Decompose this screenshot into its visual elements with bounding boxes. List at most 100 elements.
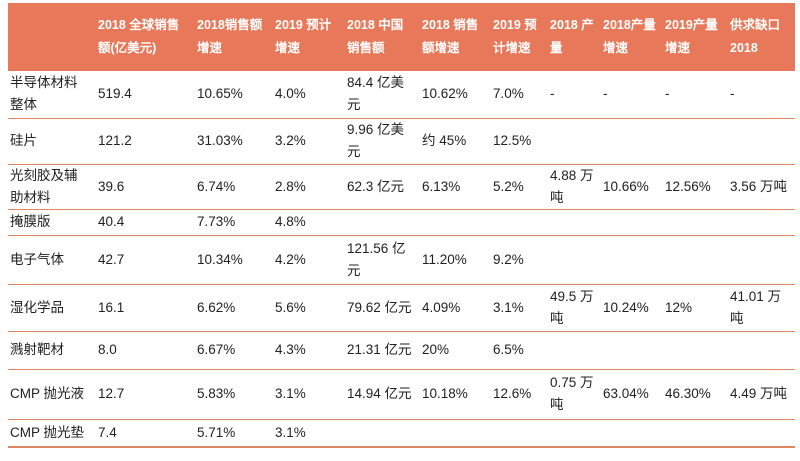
column-header: 2018 全球销售额(亿美元) <box>98 18 180 55</box>
row-label-cell: 掩膜版 <box>10 214 51 229</box>
table-cell: 4.09% <box>422 299 461 315</box>
table-cell: 12.56% <box>665 178 711 194</box>
semiconductor-materials-table: 2018 全球销售额(亿美元) 2018销售额增速 2019 预计增速 2018 中国… <box>8 3 795 448</box>
row-label-cell: CMP 抛光垫 <box>10 424 85 440</box>
table-cell: 4.8% <box>275 214 306 229</box>
table-cell <box>603 118 665 164</box>
corner-header-cell <box>8 3 98 71</box>
table-cell: 40.4 <box>98 214 125 229</box>
table-cell: 3.1% <box>275 424 306 440</box>
table-cell: - <box>550 86 555 102</box>
table-cell <box>347 209 422 235</box>
table-cell <box>665 419 730 447</box>
table-cell: 16.1 <box>98 299 125 315</box>
column-header: 2019 预计增速 <box>493 18 537 55</box>
table-cell <box>665 331 730 369</box>
table-row: 半导体材料整体 519.4 10.65% 4.0% 84.4 亿美元 10.62% 7.0%… <box>8 71 795 118</box>
table-cell: 0.75 万吨 <box>550 375 594 412</box>
row-label-cell: 硅片 <box>10 133 37 148</box>
table-cell: 8.0 <box>98 342 117 357</box>
table-cell <box>422 209 493 235</box>
table-cell: 4.2% <box>275 251 306 267</box>
row-label-cell: 电子气体 <box>10 251 64 267</box>
table-cell <box>347 419 422 447</box>
table-cell: 7.73% <box>197 214 236 229</box>
table-cell: 9.96 亿美元 <box>347 122 405 159</box>
table-row: 光刻胶及辅助材料 39.6 6.74% 2.8% 62.3 亿元 6.13% 5.2% 4.8… <box>8 164 795 209</box>
table-cell: 4.0% <box>275 86 306 102</box>
table-cell: - <box>603 86 608 102</box>
row-label-cell: 半导体材料整体 <box>10 75 78 113</box>
column-header: 2018产量增速 <box>603 18 656 55</box>
table-cell: 63.04% <box>603 386 649 401</box>
table-cell <box>603 235 665 284</box>
table-cell: 7.4 <box>98 424 117 440</box>
table-cell: 14.94 亿元 <box>347 386 412 401</box>
table-cell <box>550 118 603 164</box>
table-cell: - <box>665 86 670 102</box>
table-cell <box>550 419 603 447</box>
table-cell <box>730 118 795 164</box>
table-cell <box>422 419 493 447</box>
table-body: 半导体材料整体 519.4 10.65% 4.0% 84.4 亿美元 10.62% 7.0%… <box>8 71 795 447</box>
table-cell: - <box>730 86 735 102</box>
table-cell: 79.62 亿元 <box>347 299 412 315</box>
table-row: CMP 抛光液 12.7 5.83% 3.1% 14.94 亿元 10.18% 12.6% 0… <box>8 369 795 419</box>
table-cell: 5.83% <box>197 386 236 401</box>
table-cell: 12.7 <box>98 386 125 401</box>
table-cell: 9.2% <box>493 251 524 267</box>
table-cell <box>550 235 603 284</box>
table-cell: 3.1% <box>275 386 306 401</box>
table-cell <box>603 419 665 447</box>
table-cell: 3.2% <box>275 133 306 148</box>
table-cell: 约 45% <box>422 133 467 148</box>
table-cell: 62.3 亿元 <box>347 178 405 194</box>
table-cell <box>730 235 795 284</box>
table-cell: 31.03% <box>197 133 243 148</box>
row-label-cell: 光刻胶及辅助材料 <box>10 167 78 205</box>
table-cell: 6.67% <box>197 342 236 357</box>
column-header: 2019 预计增速 <box>275 18 332 55</box>
table-header-row: 2018 全球销售额(亿美元) 2018销售额增速 2019 预计增速 2018 中国… <box>8 3 795 71</box>
table-row: CMP 抛光垫 7.4 5.71% 3.1% <box>8 419 795 447</box>
table-cell: 7.0% <box>493 86 524 102</box>
table-cell: 5.71% <box>197 424 236 440</box>
table-cell <box>730 331 795 369</box>
column-header: 2018 销售额增速 <box>422 18 479 55</box>
table-cell: 519.4 <box>98 86 132 102</box>
table-cell: 4.88 万吨 <box>550 167 594 205</box>
table-cell: 42.7 <box>98 251 125 267</box>
table-cell <box>550 331 603 369</box>
row-label-cell: 湿化学品 <box>10 299 64 315</box>
table-cell: 4.3% <box>275 342 306 357</box>
table-cell: 10.18% <box>422 386 468 401</box>
table-cell: 10.34% <box>197 251 243 267</box>
table-cell: 121.2 <box>98 133 132 148</box>
table-cell: 39.6 <box>98 178 125 194</box>
table-row: 掩膜版 40.4 7.73% 4.8% <box>8 209 795 235</box>
table-cell: 121.56 亿元 <box>347 240 406 278</box>
table-cell: 2.8% <box>275 178 306 194</box>
column-header: 2018 中国销售额 <box>347 18 404 55</box>
table-cell: 11.20% <box>422 251 467 267</box>
table-cell <box>730 209 795 235</box>
table-cell: 49.5 万吨 <box>550 288 594 326</box>
table-cell: 3.1% <box>493 299 524 315</box>
table-cell: 5.2% <box>493 178 524 194</box>
table-cell: 46.30% <box>665 386 711 401</box>
table-cell: 6.5% <box>493 342 524 357</box>
column-header: 供求缺口 2018 <box>730 18 781 55</box>
table-cell: 6.74% <box>197 178 236 194</box>
table-cell: 12.5% <box>493 133 532 148</box>
table-cell <box>665 209 730 235</box>
table-row: 电子气体 42.7 10.34% 4.2% 121.56 亿元 11.20% 9.2% <box>8 235 795 284</box>
table-cell <box>550 209 603 235</box>
table-cell: 10.24% <box>603 299 649 315</box>
table-cell: 20% <box>422 342 450 357</box>
table-cell: 12.6% <box>493 386 532 401</box>
table-cell: 21.31 亿元 <box>347 342 412 357</box>
table-cell <box>493 209 550 235</box>
column-header: 2019产量增速 <box>665 18 718 55</box>
table-cell <box>730 419 795 447</box>
